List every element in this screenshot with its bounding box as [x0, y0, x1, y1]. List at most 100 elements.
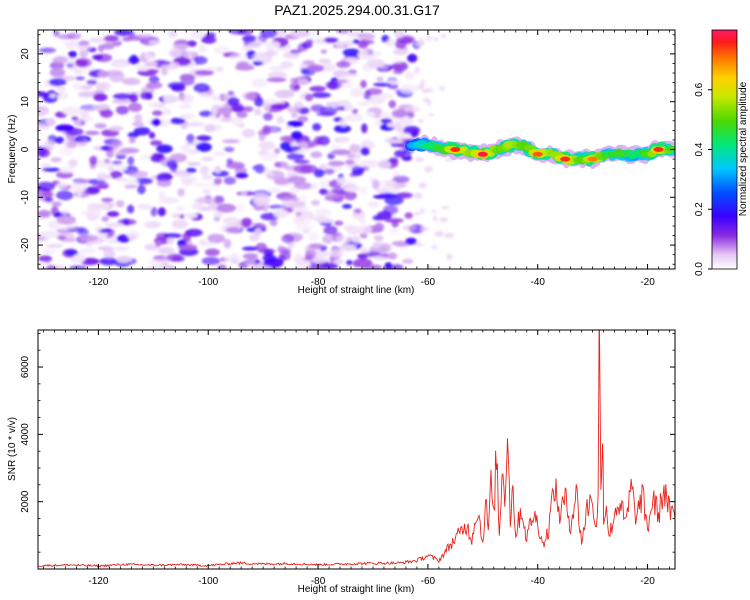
heatmap-noise-blob [38, 124, 50, 130]
heatmap-noise-blob [405, 237, 417, 245]
heatmap-noise-blob [111, 160, 123, 166]
heatmap-noise-blob [364, 251, 381, 258]
heatmap-noise-blob [50, 206, 59, 216]
heatmap-noise-blob [204, 248, 220, 257]
heatmap-noise-blob [402, 225, 416, 231]
heatmap-noise-blob [92, 103, 110, 111]
colorbar-tick-label: 0.4 [694, 142, 705, 156]
heatmap-noise-blob [59, 147, 74, 156]
heatmap-noise-blob [359, 217, 366, 224]
heatmap-noise-blob [344, 190, 357, 201]
heatmap-noise-blob [231, 104, 245, 113]
heatmap-noise-blob [424, 165, 433, 173]
heatmap-noise-blob [344, 113, 364, 122]
heatmap-noise-blob [47, 220, 61, 230]
heatmap-noise-blob [322, 234, 334, 244]
heatmap-x-label: Height of straight line (km) [298, 285, 415, 296]
heatmap-noise-blob [339, 117, 348, 128]
snr-frame [37, 329, 676, 570]
heatmap-noise-blob [140, 92, 153, 100]
heatmap-noise-blob [370, 50, 383, 57]
heatmap-noise-blob [360, 147, 370, 156]
heatmap-noise-blob [222, 216, 239, 225]
heatmap-noise-blob [350, 86, 364, 94]
heatmap-noise-blob [418, 118, 424, 124]
heatmap-y-ticks: -20 -10 0 10 20 [20, 34, 675, 265]
heatmap-noise-blob [373, 235, 384, 241]
heatmap-signal-track [405, 134, 675, 169]
heatmap-noise-blob [127, 56, 140, 65]
heatmap-noise-blob [353, 208, 362, 214]
heatmap-noise-blob [145, 81, 163, 89]
heatmap-noise-blob [89, 155, 98, 166]
heatmap-noise-blob [401, 155, 413, 161]
heatmap-noise-blob [260, 30, 278, 38]
heatmap-noise-blob [339, 73, 359, 78]
heatmap-noise-blob [195, 142, 212, 152]
heatmap-noise-blob [298, 196, 309, 201]
heatmap-noise-blob [372, 255, 389, 261]
heatmap-peak [532, 151, 543, 157]
heatmap-noise-blob [346, 260, 353, 266]
heatmap-noise-blob [439, 216, 448, 223]
heatmap-noise-blob [315, 218, 335, 224]
heatmap-noise-blob [284, 200, 295, 206]
x-tick-label: -40 [530, 576, 545, 587]
heatmap-noise-blob [190, 30, 206, 39]
heatmap-noise-blob [270, 103, 291, 110]
heatmap-noise-blob [94, 123, 107, 129]
heatmap-noise-blob [351, 235, 361, 245]
heatmap-noise-blob [76, 187, 83, 197]
heatmap-noise-blob [269, 219, 278, 227]
heatmap-noise-blob [280, 61, 294, 69]
heatmap-noise-blob [196, 135, 212, 142]
heatmap-noise-blob [177, 244, 198, 251]
heatmap-noise-blob [152, 110, 163, 116]
heatmap-noise-blob [101, 216, 110, 222]
heatmap-noise-blob [353, 258, 373, 268]
heatmap-noise-blob [431, 209, 437, 214]
heatmap-noise-blob [157, 246, 175, 255]
heatmap-noise-blob [294, 182, 312, 190]
heatmap-noise-blob [60, 209, 69, 216]
heatmap-noise-blob [293, 159, 310, 164]
heatmap-noise-blob [147, 39, 162, 45]
heatmap-noise-blob [357, 40, 369, 49]
colorbar-tick-label: 0.0 [694, 262, 705, 276]
heatmap-noise-blob [179, 113, 196, 120]
heatmap-noise-blob [225, 226, 241, 234]
heatmap-noise-blob [314, 136, 324, 144]
heatmap-noise-blob [263, 258, 284, 267]
heatmap-noise-blob [306, 64, 325, 73]
heatmap-noise-blob [323, 37, 339, 43]
x-tick-label: -80 [311, 576, 326, 587]
heatmap-noise-blob [92, 181, 110, 188]
heatmap-noise-blob [67, 140, 78, 149]
heatmap-noise-blob [367, 201, 380, 208]
heatmap-noise-blob [310, 200, 321, 206]
heatmap-noise-blob [357, 101, 370, 106]
heatmap-noise-blob [388, 228, 401, 235]
colorbar-tick-label: 0.2 [694, 202, 705, 216]
heatmap-noise-blob [293, 164, 312, 174]
heatmap-noise-blob [446, 253, 453, 260]
heatmap-noise-blob [150, 206, 158, 217]
heatmap-noise-blob [126, 230, 140, 240]
heatmap-noise-blob [109, 170, 123, 179]
heatmap-noise-blob [304, 93, 314, 102]
heatmap-noise-blob [312, 123, 322, 131]
heatmap-noise-blob [144, 243, 160, 251]
heatmap-noise-blob [88, 209, 102, 217]
heatmap-noise-blob [96, 174, 112, 180]
heatmap-noise-blob [217, 107, 233, 115]
heatmap-noise-blob [418, 182, 427, 189]
heatmap-noise-blob [46, 117, 56, 127]
heatmap-noise-blob [334, 124, 351, 133]
heatmap-noise-blob [295, 224, 314, 231]
y-tick-label: 6000 [20, 355, 31, 378]
heatmap-noise-blob [79, 116, 94, 122]
heatmap-noise-blob [177, 188, 185, 197]
heatmap-noise-blob [102, 42, 115, 50]
heatmap-noise-blob [274, 148, 281, 155]
heatmap-noise-blob [336, 177, 344, 185]
